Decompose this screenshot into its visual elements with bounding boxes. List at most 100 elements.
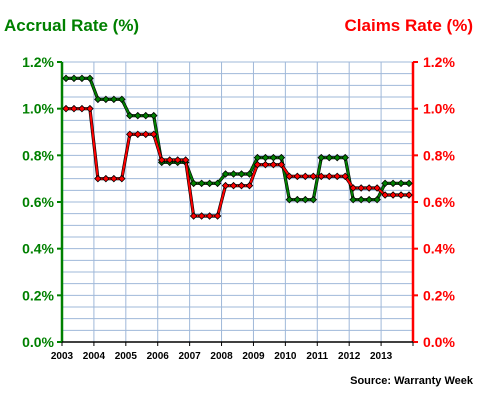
data-point	[134, 130, 142, 139]
left-axis-title: Accrual Rate (%)	[4, 16, 139, 35]
data-point	[141, 130, 150, 139]
right-tick-label: 0.6%	[423, 194, 455, 210]
data-point	[285, 172, 294, 181]
left-tick-label: 0.4%	[22, 241, 54, 257]
x-tick-label: 2004	[83, 351, 106, 362]
data-point	[102, 174, 110, 183]
data-point	[181, 156, 190, 164]
data-point	[149, 111, 158, 120]
data-point	[229, 170, 238, 178]
data-point	[221, 181, 230, 190]
data-point	[357, 195, 365, 204]
data-point	[213, 179, 222, 188]
x-tick-label: 2010	[274, 351, 297, 362]
x-tick-label: 2011	[306, 351, 328, 362]
data-point	[317, 172, 326, 181]
data-point	[341, 153, 349, 162]
data-point	[293, 172, 302, 181]
data-point	[389, 191, 397, 199]
data-point	[86, 74, 94, 83]
data-point	[102, 95, 110, 104]
left-tick-label: 0.2%	[22, 287, 54, 303]
data-point	[405, 179, 413, 188]
right-tick-label: 1.0%	[423, 101, 455, 117]
x-tick-label: 2003	[51, 351, 74, 362]
source-note: Source: Warranty Week	[350, 375, 474, 387]
right-tick-label: 0.8%	[423, 147, 455, 163]
data-point	[349, 195, 357, 204]
data-point	[381, 191, 389, 199]
data-point	[197, 212, 206, 220]
data-point	[365, 184, 373, 192]
x-tick-label: 2012	[338, 351, 361, 362]
data-point	[261, 160, 270, 169]
data-point	[277, 160, 286, 169]
data-point	[405, 191, 413, 199]
axes	[57, 61, 418, 346]
data-point	[245, 170, 254, 178]
data-point	[245, 181, 254, 190]
right-tick-label: 0.0%	[423, 334, 455, 350]
data-point	[269, 160, 278, 169]
data-point	[70, 74, 78, 83]
data-point	[325, 172, 334, 181]
data-point	[333, 172, 341, 181]
x-tick-label: 2009	[242, 351, 265, 362]
data-point	[381, 179, 389, 188]
data-point	[301, 195, 310, 204]
left-tick-label: 0.0%	[22, 334, 54, 350]
left-tick-label: 0.8%	[22, 147, 54, 163]
data-point	[78, 74, 86, 83]
data-point	[94, 95, 102, 104]
data-point	[118, 174, 126, 183]
right-axis-title: Claims Rate (%)	[345, 16, 473, 35]
data-point	[189, 179, 198, 188]
data-point	[389, 179, 397, 188]
data-point	[62, 74, 70, 83]
data-point	[229, 181, 238, 190]
data-point	[373, 184, 381, 192]
x-tick-label: 2007	[179, 351, 202, 362]
x-tick-label: 2013	[370, 351, 393, 362]
series-line	[66, 77, 409, 201]
data-point	[197, 179, 206, 188]
x-tick-label: 2005	[115, 351, 138, 362]
right-tick-label: 0.2%	[423, 287, 455, 303]
data-point	[134, 111, 142, 120]
data-point	[365, 195, 373, 204]
data-point	[309, 172, 318, 181]
data-point	[277, 153, 286, 162]
data-point	[126, 130, 134, 139]
data-point	[301, 172, 310, 181]
left-tick-label: 1.0%	[22, 101, 54, 117]
data-point	[141, 111, 150, 120]
data-point	[165, 156, 174, 164]
data-point	[213, 212, 222, 220]
data-point	[70, 104, 78, 113]
tick-labels: 0.0% 0.0% 0.2% 0.2% 0.4% 0.4% 0.6% 0.6% 0.8% 0.8%…	[22, 54, 455, 362]
data-point	[157, 156, 166, 164]
right-tick-label: 0.4%	[423, 241, 455, 257]
x-tick-label: 2008	[210, 351, 233, 362]
data-point	[325, 153, 334, 162]
data-point	[293, 195, 302, 204]
x-tick-label: 2006	[147, 351, 170, 362]
data-point	[397, 179, 405, 188]
data-point	[341, 172, 349, 181]
data-point	[261, 153, 270, 162]
right-tick-label: 1.2%	[423, 54, 455, 70]
data-point	[205, 212, 214, 220]
data-point	[94, 174, 102, 183]
data-point	[110, 174, 118, 183]
data-point	[253, 160, 262, 169]
data-point	[221, 170, 230, 178]
data-point	[309, 195, 318, 204]
data-point	[317, 153, 326, 162]
data-point	[333, 153, 341, 162]
data-point	[118, 95, 126, 104]
data-point	[357, 184, 365, 192]
data-point	[285, 195, 294, 204]
data-point	[173, 156, 182, 164]
data-point	[237, 181, 246, 190]
